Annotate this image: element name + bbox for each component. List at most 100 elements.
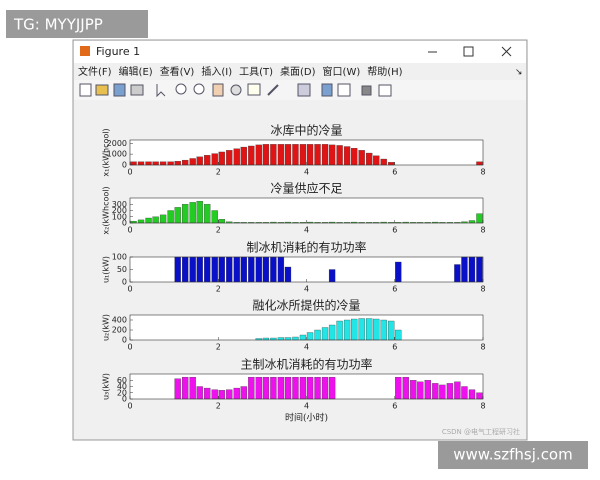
menu-item[interactable]: 查看(V): [160, 65, 195, 78]
x-tick-label: 8: [480, 343, 485, 352]
bar: [468, 256, 476, 283]
bar: [233, 256, 240, 283]
bar: [336, 145, 343, 166]
bar: [196, 200, 203, 224]
menu-item[interactable]: 编辑(E): [119, 65, 153, 78]
x-tick-label: 2: [216, 402, 221, 411]
y-tick-label: 200: [112, 206, 127, 215]
watermark-box: [6, 10, 148, 38]
bar: [196, 156, 203, 166]
bar: [204, 155, 211, 166]
site-box: [438, 441, 588, 469]
bar: [314, 329, 321, 341]
bar: [277, 337, 285, 341]
bar: [270, 144, 277, 166]
bar: [211, 210, 218, 224]
bar: [137, 219, 145, 224]
bar: [226, 150, 233, 166]
tool-show[interactable]: [378, 84, 392, 97]
x-tick-label: 8: [480, 168, 485, 177]
tool-rotate[interactable]: [230, 84, 242, 96]
bar: [277, 144, 285, 166]
bar: [299, 144, 307, 166]
menu-item[interactable]: 工具(T): [239, 66, 273, 78]
tool-pointer[interactable]: [156, 84, 166, 98]
y-tick-label: 2000: [107, 139, 127, 148]
y-tick-label: 1000: [107, 150, 127, 159]
tool-link[interactable]: [297, 83, 311, 97]
tool-colorbar[interactable]: [321, 83, 333, 97]
bar: [424, 380, 431, 400]
bar: [366, 152, 373, 166]
chart-title: 冰库中的冷量: [270, 123, 342, 138]
bar: [284, 266, 292, 283]
menu-item[interactable]: 桌面(D): [280, 65, 316, 78]
menu-item[interactable]: 文件(F): [78, 65, 112, 78]
tool-zoom-in[interactable]: [175, 83, 187, 95]
menu-item[interactable]: 帮助(H): [367, 65, 402, 78]
y-axis-label: u₂(kW): [102, 314, 111, 341]
bar: [182, 376, 189, 400]
window-title: Figure 1: [96, 45, 140, 58]
menu-item[interactable]: 窗口(W): [323, 65, 361, 78]
tool-datacursor[interactable]: [247, 83, 261, 96]
window: [72, 39, 528, 441]
tool-brush[interactable]: [267, 84, 279, 96]
bar: [454, 381, 461, 400]
tool-zoom-out[interactable]: [193, 83, 205, 95]
x-tick-label: 6: [392, 226, 397, 235]
watermark: TG: MYYJJPP: [13, 16, 103, 34]
close-button[interactable]: [501, 46, 512, 57]
bar: [446, 383, 454, 400]
chart-title: 制冰机消耗的有功功率: [246, 240, 366, 255]
y-tick-label: 400: [112, 316, 127, 325]
bar: [417, 381, 424, 400]
bar: [432, 383, 439, 400]
bar: [233, 148, 240, 166]
bar: [262, 256, 270, 283]
bar: [137, 161, 145, 166]
tool-open[interactable]: [95, 84, 109, 96]
tool-hide[interactable]: [361, 85, 372, 96]
bar: [211, 256, 218, 283]
x-axis-label: 时间(小时): [285, 412, 328, 424]
menu-item[interactable]: 插入(I): [201, 65, 232, 78]
bar: [189, 376, 196, 400]
tool-pan[interactable]: [212, 83, 224, 97]
credit: CSDN @电气工程研习社: [442, 427, 520, 436]
x-tick-label: 0: [127, 226, 132, 235]
tool-legend[interactable]: [337, 83, 351, 97]
x-tick-label: 2: [216, 226, 221, 235]
tool-print[interactable]: [130, 84, 144, 96]
x-tick-label: 4: [304, 402, 309, 411]
bar: [174, 161, 181, 166]
bar: [255, 256, 262, 283]
bar: [189, 202, 196, 224]
bar: [204, 256, 211, 283]
bar: [211, 389, 218, 400]
bar: [226, 256, 233, 283]
tool-new[interactable]: [79, 83, 92, 97]
toolbar-icons: [79, 83, 392, 98]
y-tick-label: 0: [122, 278, 127, 287]
chart-title: 主制冰机消耗的有功功率: [240, 357, 372, 372]
bar: [145, 217, 152, 224]
tool-save[interactable]: [113, 83, 126, 97]
bar: [248, 145, 255, 166]
bar: [402, 376, 409, 400]
bar: [388, 320, 395, 341]
y-tick-label: 50: [117, 265, 127, 274]
bar: [328, 144, 336, 166]
bar: [152, 216, 159, 224]
maximize-button[interactable]: [463, 46, 474, 57]
bar: [321, 376, 329, 400]
bar: [240, 146, 247, 166]
bar: [476, 213, 483, 224]
bar: [240, 256, 247, 283]
bar: [358, 150, 365, 166]
bar: [240, 386, 247, 400]
bar: [351, 318, 358, 341]
bar: [410, 380, 417, 400]
bar: [204, 204, 211, 224]
y-tick-label: 0: [122, 219, 127, 228]
